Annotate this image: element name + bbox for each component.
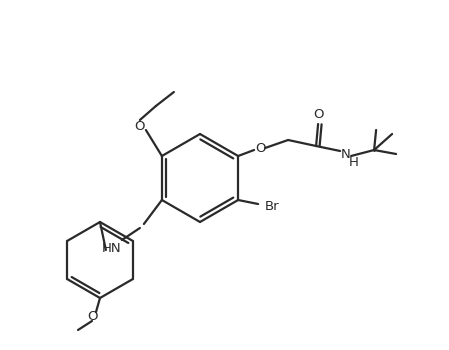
Text: O: O <box>255 141 265 154</box>
Text: N: N <box>341 147 351 161</box>
Text: O: O <box>87 309 97 322</box>
Text: H: H <box>349 155 359 168</box>
Text: O: O <box>135 119 145 133</box>
Text: HN: HN <box>102 241 122 254</box>
Text: Br: Br <box>265 199 279 212</box>
Text: O: O <box>313 107 323 120</box>
